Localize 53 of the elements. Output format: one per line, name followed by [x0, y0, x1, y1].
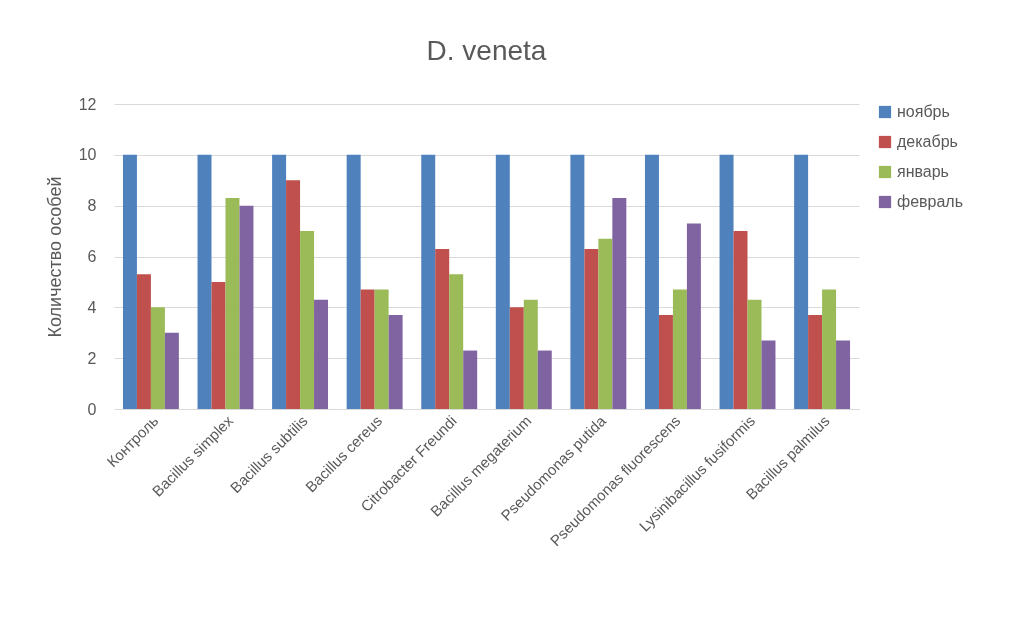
bar — [794, 154, 809, 409]
bar — [537, 350, 552, 409]
y-tick-label: 8 — [87, 197, 97, 215]
bar — [374, 289, 389, 409]
bar — [225, 198, 240, 409]
bar — [314, 299, 329, 409]
bar — [570, 154, 585, 409]
y-tick-label: 2 — [87, 349, 97, 367]
bar — [672, 289, 687, 409]
bar — [239, 205, 254, 409]
bar — [150, 307, 165, 409]
bar — [463, 350, 478, 409]
bar — [122, 154, 137, 409]
y-tick-label: 6 — [87, 248, 97, 265]
bar — [822, 289, 837, 409]
y-tick-label: 10 — [78, 146, 97, 164]
bar — [272, 154, 287, 409]
legend-label: февраль — [897, 193, 964, 210]
bar — [164, 332, 179, 409]
legend-label: декабрь — [897, 133, 958, 150]
bar — [836, 340, 851, 409]
bar — [495, 154, 510, 409]
bar — [658, 314, 673, 409]
y-axis-title: Количество особей — [44, 176, 65, 338]
y-tick-label: 0 — [87, 400, 97, 418]
legend-label: ноябрь — [897, 103, 950, 120]
bar — [211, 281, 226, 409]
bar — [360, 289, 375, 409]
chart-title: D. veneta — [426, 35, 547, 66]
bar — [136, 274, 151, 409]
bar — [388, 314, 403, 409]
bar — [197, 154, 212, 409]
bar — [686, 223, 701, 409]
y-tick-label: 12 — [78, 95, 97, 113]
bar — [286, 180, 301, 409]
bar — [612, 198, 627, 409]
bar — [449, 274, 464, 409]
bar — [808, 314, 823, 409]
bar — [300, 231, 315, 409]
bar — [747, 299, 762, 409]
bar — [346, 154, 361, 409]
bar — [435, 248, 450, 409]
bar — [598, 238, 613, 409]
y-tick-label: 4 — [87, 298, 97, 316]
bar — [584, 248, 599, 409]
bar — [761, 340, 776, 409]
bar — [644, 154, 659, 409]
bar — [509, 307, 524, 409]
bar — [733, 231, 748, 409]
bar — [523, 299, 538, 409]
legend-label: январь — [897, 163, 949, 180]
bar — [421, 154, 436, 409]
bar — [719, 154, 734, 409]
